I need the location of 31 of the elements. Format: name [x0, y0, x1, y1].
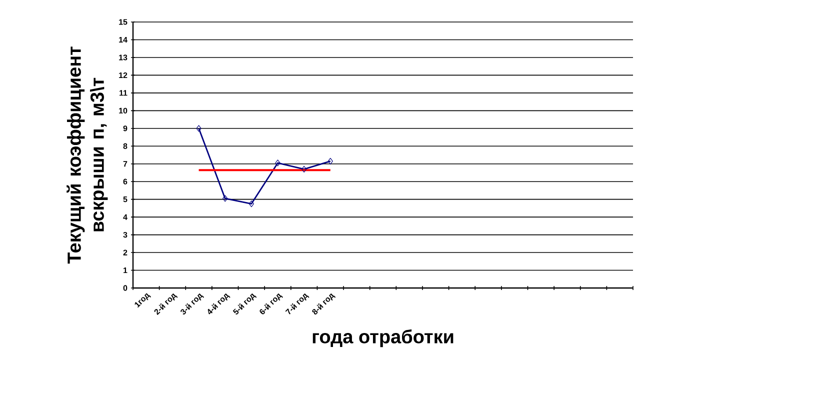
- y-tick-label: 10: [119, 108, 128, 114]
- y-tick-label: 7: [123, 161, 128, 167]
- x-tick-label: 7-й год: [285, 293, 310, 314]
- y-tick-label: 8: [123, 143, 128, 149]
- point: [196, 125, 202, 132]
- x-tick-label: 2-й год: [154, 293, 178, 316]
- x-tick-label: 5-й год: [232, 293, 257, 314]
- y-tick-label: 2: [123, 250, 128, 256]
- y-axis-title: Текущий коэффициент вскрыши п, м3\т: [66, 46, 108, 264]
- y-tick-label: 14: [119, 36, 128, 42]
- point: [275, 160, 280, 166]
- y-tick-label: 9: [123, 126, 128, 132]
- y-tick-label: 0: [123, 285, 128, 291]
- point: [328, 158, 333, 165]
- x-tick-label: 8-й год: [312, 293, 336, 314]
- x-tick-label: 6-й год: [260, 293, 283, 314]
- x-tick-label: 4-й год: [208, 293, 230, 314]
- y-tick-label: 12: [119, 72, 128, 78]
- x-tick-label: 3-й год: [180, 293, 204, 314]
- point: [302, 166, 307, 172]
- x-axis-title: года отработки: [312, 329, 454, 348]
- y-tick-label: 6: [123, 178, 128, 184]
- point: [248, 200, 254, 208]
- y-tick-label: 4: [123, 214, 128, 220]
- y-tick-label: 15: [119, 19, 128, 25]
- y-tick-label: 11: [120, 90, 128, 96]
- point: [222, 195, 228, 202]
- y-tick-label: 3: [123, 232, 128, 238]
- y-tick-label: 1: [124, 268, 128, 274]
- y-tick-label: 13: [119, 54, 128, 60]
- y-tick-label: 5: [123, 196, 128, 202]
